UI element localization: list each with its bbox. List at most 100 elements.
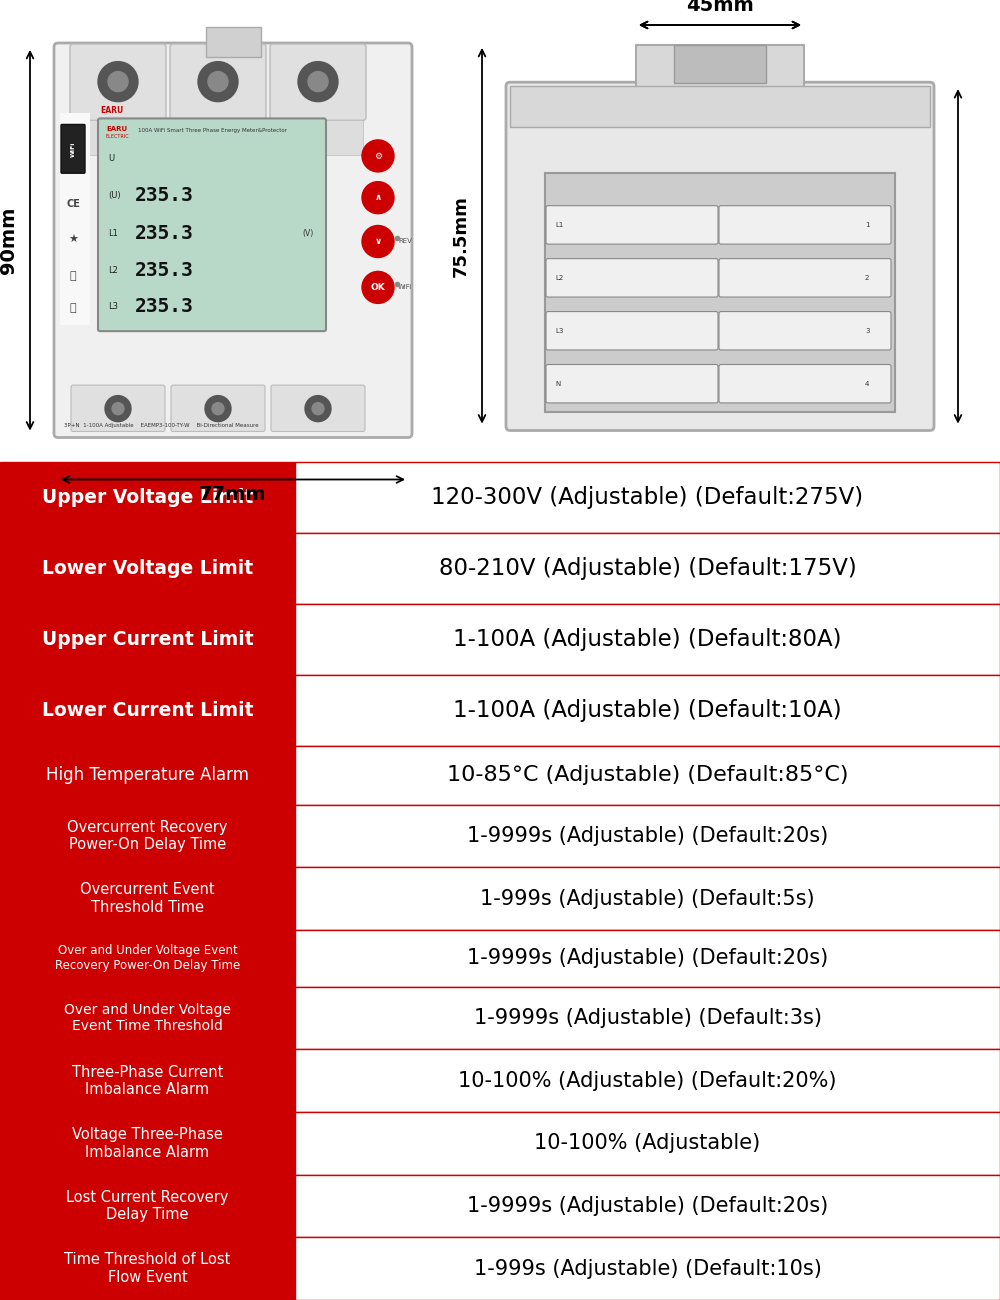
Text: 10-100% (Adjustable): 10-100% (Adjustable) bbox=[534, 1134, 761, 1153]
Bar bbox=[0, 462, 295, 533]
FancyBboxPatch shape bbox=[546, 364, 718, 403]
FancyBboxPatch shape bbox=[546, 259, 718, 296]
Bar bbox=[295, 1238, 1000, 1300]
Text: L1: L1 bbox=[108, 229, 118, 238]
Text: Overcurrent Recovery
Power-On Delay Time: Overcurrent Recovery Power-On Delay Time bbox=[67, 820, 228, 852]
FancyBboxPatch shape bbox=[546, 312, 718, 350]
Text: WiFi: WiFi bbox=[398, 285, 412, 290]
Text: 1-999s (Adjustable) (Default:10s): 1-999s (Adjustable) (Default:10s) bbox=[474, 1258, 821, 1279]
Text: REV: REV bbox=[398, 238, 412, 244]
Bar bbox=[0, 805, 295, 867]
Text: ⌛: ⌛ bbox=[70, 303, 76, 313]
Bar bbox=[295, 675, 1000, 746]
FancyBboxPatch shape bbox=[546, 205, 718, 244]
Text: 100A WiFi Smart Three Phase Energy Meter&Protector: 100A WiFi Smart Three Phase Energy Meter… bbox=[138, 129, 287, 134]
Text: 3P+N  1-100A Adjustable    EAEMP3-100-TY-W    Bi-Directional Measure: 3P+N 1-100A Adjustable EAEMP3-100-TY-W B… bbox=[64, 422, 259, 428]
Bar bbox=[295, 533, 1000, 604]
Circle shape bbox=[105, 395, 131, 421]
Text: Three-Phase Current
Imbalance Alarm: Three-Phase Current Imbalance Alarm bbox=[72, 1065, 223, 1097]
FancyBboxPatch shape bbox=[98, 118, 326, 332]
FancyBboxPatch shape bbox=[61, 125, 85, 173]
Circle shape bbox=[305, 395, 331, 421]
Text: 1: 1 bbox=[865, 222, 870, 227]
Text: 235.3: 235.3 bbox=[135, 186, 194, 205]
Circle shape bbox=[312, 403, 324, 415]
Text: OK: OK bbox=[371, 283, 385, 292]
Bar bbox=[0, 1238, 295, 1300]
Circle shape bbox=[212, 403, 224, 415]
Text: WiFi: WiFi bbox=[70, 142, 76, 156]
Text: Over and Under Voltage Event
Recovery Power-On Delay Time: Over and Under Voltage Event Recovery Po… bbox=[55, 944, 240, 972]
Text: 10-85°C (Adjustable) (Default:85°C): 10-85°C (Adjustable) (Default:85°C) bbox=[447, 766, 848, 785]
FancyBboxPatch shape bbox=[719, 205, 891, 244]
Text: 90mm: 90mm bbox=[0, 207, 18, 274]
Text: L3: L3 bbox=[555, 328, 563, 334]
Text: 10-100% (Adjustable) (Default:20%): 10-100% (Adjustable) (Default:20%) bbox=[458, 1071, 837, 1091]
Bar bbox=[295, 462, 1000, 533]
Text: L2: L2 bbox=[108, 266, 118, 276]
Circle shape bbox=[362, 140, 394, 172]
Text: 80-210V (Adjustable) (Default:175V): 80-210V (Adjustable) (Default:175V) bbox=[439, 556, 856, 580]
Bar bbox=[0, 675, 295, 746]
Bar bbox=[295, 1175, 1000, 1238]
Text: 3: 3 bbox=[865, 328, 870, 334]
Text: ∨: ∨ bbox=[374, 237, 382, 246]
Bar bbox=[545, 173, 895, 412]
Bar bbox=[674, 46, 766, 83]
Circle shape bbox=[198, 61, 238, 101]
Bar bbox=[206, 27, 260, 57]
Text: Over and Under Voltage
Event Time Threshold: Over and Under Voltage Event Time Thresh… bbox=[64, 1004, 231, 1034]
Bar bbox=[295, 1112, 1000, 1175]
Text: 2: 2 bbox=[865, 274, 869, 281]
Bar bbox=[0, 1049, 295, 1112]
Text: Upper Voltage Limit: Upper Voltage Limit bbox=[42, 488, 253, 507]
Text: High Temperature Alarm: High Temperature Alarm bbox=[46, 767, 249, 784]
Text: Lower Current Limit: Lower Current Limit bbox=[42, 701, 253, 720]
Text: 235.3: 235.3 bbox=[135, 261, 194, 281]
Bar bbox=[0, 746, 295, 805]
Bar bbox=[510, 86, 930, 127]
Text: 1-9999s (Adjustable) (Default:3s): 1-9999s (Adjustable) (Default:3s) bbox=[474, 1008, 822, 1028]
FancyBboxPatch shape bbox=[170, 44, 266, 121]
Text: Overcurrent Event
Threshold Time: Overcurrent Event Threshold Time bbox=[80, 883, 215, 915]
Bar bbox=[60, 113, 90, 325]
Text: 1-9999s (Adjustable) (Default:20s): 1-9999s (Adjustable) (Default:20s) bbox=[467, 826, 828, 846]
Text: (U): (U) bbox=[108, 191, 121, 200]
Text: ∧: ∧ bbox=[374, 194, 382, 203]
Bar bbox=[0, 1175, 295, 1238]
Text: L1: L1 bbox=[555, 222, 563, 227]
FancyBboxPatch shape bbox=[719, 259, 891, 296]
Text: 1-9999s (Adjustable) (Default:20s): 1-9999s (Adjustable) (Default:20s) bbox=[467, 948, 828, 968]
Circle shape bbox=[108, 72, 128, 91]
Bar bbox=[295, 930, 1000, 987]
Text: 45mm: 45mm bbox=[686, 0, 754, 16]
Text: 77mm: 77mm bbox=[199, 485, 267, 504]
Text: Time Threshold of Lost
Flow Event: Time Threshold of Lost Flow Event bbox=[64, 1252, 231, 1284]
Text: L2: L2 bbox=[555, 274, 563, 281]
Bar bbox=[295, 805, 1000, 867]
Bar bbox=[0, 987, 295, 1049]
Text: 235.3: 235.3 bbox=[135, 224, 194, 243]
Bar bbox=[273, 120, 363, 155]
Text: 1-100A (Adjustable) (Default:10A): 1-100A (Adjustable) (Default:10A) bbox=[453, 699, 842, 722]
Text: 120-300V (Adjustable) (Default:275V): 120-300V (Adjustable) (Default:275V) bbox=[431, 486, 864, 508]
Bar bbox=[295, 987, 1000, 1049]
Bar bbox=[173, 120, 263, 155]
Text: EARU: EARU bbox=[106, 126, 127, 133]
Text: 75.5mm: 75.5mm bbox=[452, 195, 470, 277]
Text: N: N bbox=[555, 381, 560, 386]
Text: ⚙: ⚙ bbox=[374, 151, 382, 160]
Text: Voltage Three-Phase
Imbalance Alarm: Voltage Three-Phase Imbalance Alarm bbox=[72, 1127, 223, 1160]
Text: U: U bbox=[108, 153, 114, 162]
Text: 4: 4 bbox=[865, 381, 869, 386]
FancyBboxPatch shape bbox=[171, 385, 265, 432]
Bar bbox=[0, 0, 1000, 462]
Text: L3: L3 bbox=[108, 302, 118, 311]
Text: 235.3: 235.3 bbox=[135, 296, 194, 316]
Circle shape bbox=[362, 272, 394, 303]
Text: Lower Voltage Limit: Lower Voltage Limit bbox=[42, 559, 253, 577]
Circle shape bbox=[98, 61, 138, 101]
Bar bbox=[295, 604, 1000, 675]
Circle shape bbox=[112, 403, 124, 415]
Bar bbox=[0, 604, 295, 675]
